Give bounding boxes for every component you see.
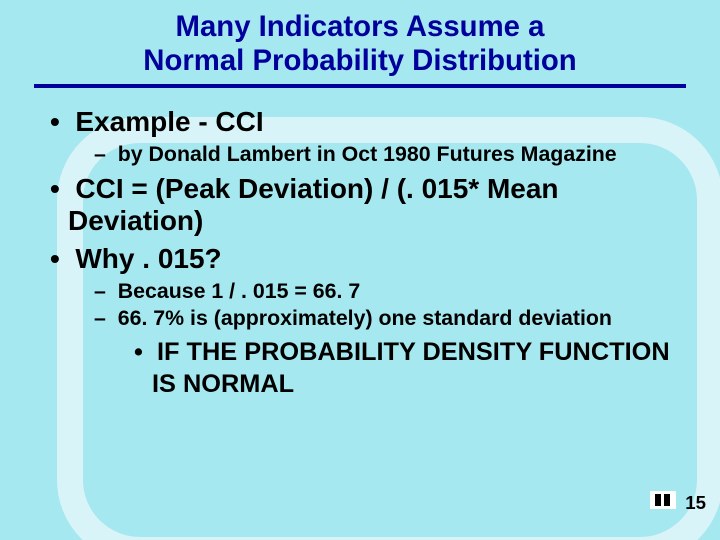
title-line-1: Many Indicators Assume a — [0, 10, 720, 44]
logo-bg — [650, 491, 676, 509]
footer-logo — [650, 491, 676, 514]
slide-content: Example - CCI by Donald Lambert in Oct 19… — [0, 88, 720, 400]
bullet-lvl1: Example - CCI — [40, 106, 680, 138]
bullet-lvl1: CCI = (Peak Deviation) / (. 015* Mean De… — [40, 173, 680, 237]
bullet-lvl2: Because 1 / . 015 = 66. 7 — [40, 279, 680, 304]
bullet-lvl1: Why . 015? — [40, 243, 680, 275]
logo-bar — [664, 494, 670, 506]
bullet-lvl2: 66. 7% is (approximately) one standard d… — [40, 306, 680, 331]
page-number: 15 — [685, 492, 706, 514]
slide-title: Many Indicators Assume a Normal Probabil… — [0, 0, 720, 88]
bullet-lvl2: by Donald Lambert in Oct 1980 Futures Ma… — [40, 142, 680, 167]
logo-bar — [655, 494, 661, 506]
bullet-lvl3: IF THE PROBABILITY DENSITY FUNCTION IS N… — [40, 337, 680, 400]
slide: Many Indicators Assume a Normal Probabil… — [0, 0, 720, 540]
title-line-2: Normal Probability Distribution — [0, 44, 720, 78]
